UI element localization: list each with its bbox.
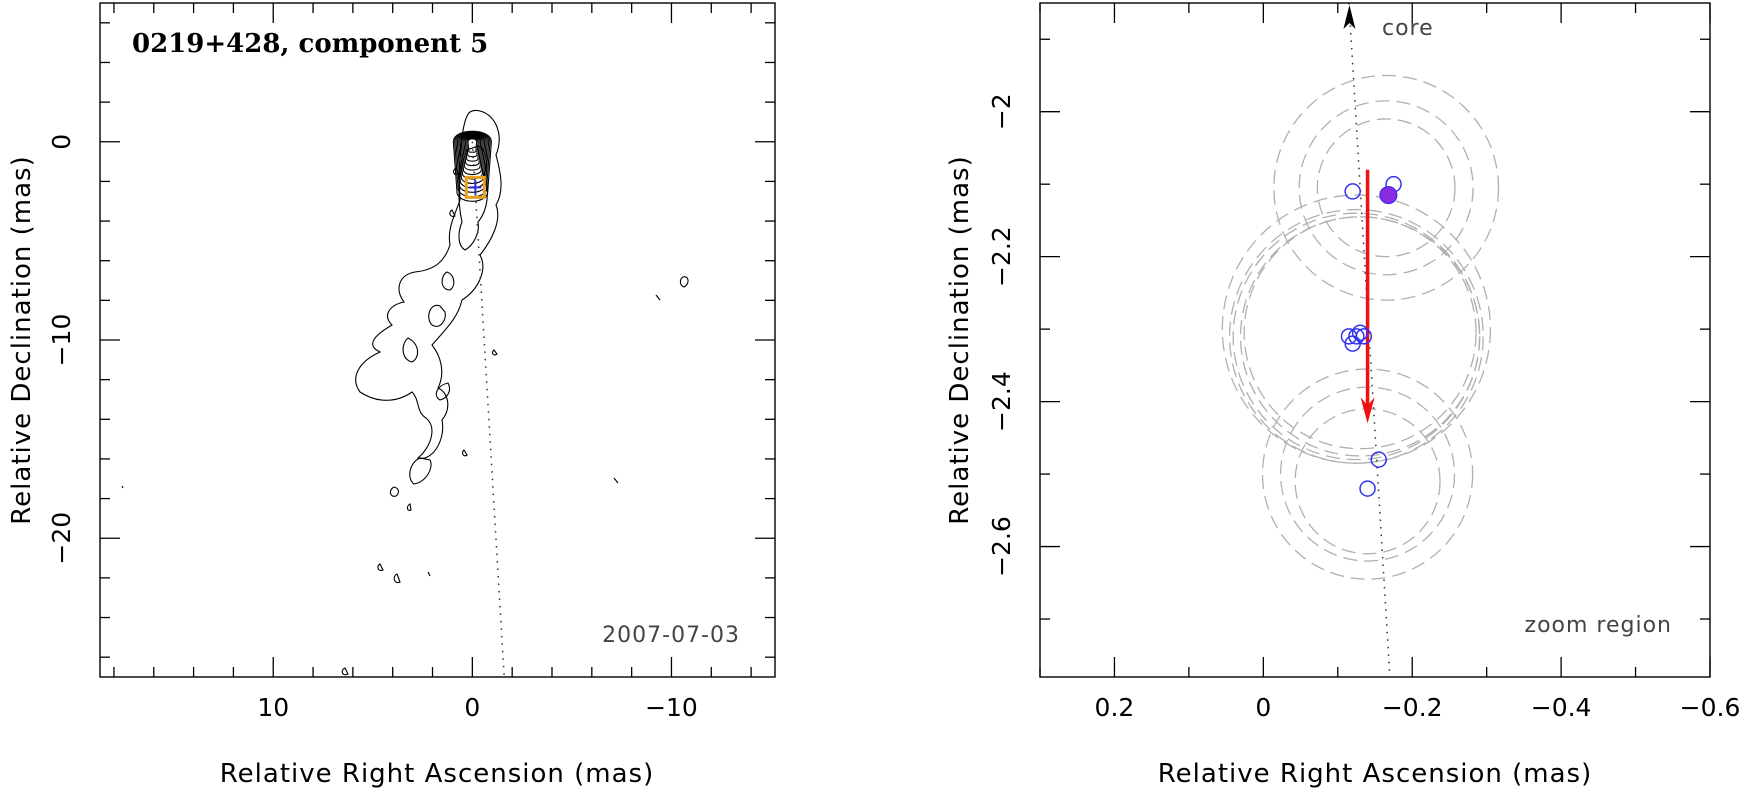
motion-vector-head bbox=[1360, 397, 1375, 424]
epoch-position-point bbox=[1355, 328, 1373, 345]
component-5-marker bbox=[464, 175, 486, 199]
zoom-plot-area bbox=[1221, 3, 1500, 677]
zoom-x-tick-label: −0.4 bbox=[1531, 693, 1592, 722]
highlighted-epoch-point bbox=[1379, 185, 1398, 205]
epoch-position-point bbox=[1370, 451, 1387, 468]
zoom-x-axis-label: Relative Right Ascension (mas) bbox=[1158, 759, 1592, 789]
zoom-y-tick-label: −2.2 bbox=[987, 226, 1016, 287]
contour-blob-17 bbox=[121, 485, 124, 489]
contour-x-axis-label: Relative Right Ascension (mas) bbox=[220, 759, 654, 789]
core-contours bbox=[452, 130, 492, 202]
zoom-jet-axis-line bbox=[1348, 3, 1391, 677]
contour-panel-frame bbox=[99, 2, 776, 678]
epoch-position-point bbox=[1348, 328, 1365, 345]
error-circles bbox=[1221, 74, 1500, 580]
core-contour-level bbox=[452, 130, 492, 202]
zoom-y-tick-label: −2 bbox=[987, 93, 1016, 130]
contour-blob-6 bbox=[389, 486, 399, 497]
contour-blob-19 bbox=[449, 209, 456, 217]
contour-blob-1 bbox=[428, 304, 446, 327]
core-contour-level bbox=[467, 138, 478, 153]
epoch-positions bbox=[1340, 175, 1402, 497]
error-circle bbox=[1239, 216, 1481, 457]
contour-blob-13 bbox=[679, 276, 689, 288]
error-circle bbox=[1298, 100, 1474, 276]
error-circle bbox=[1228, 208, 1484, 464]
x-tick-label: 0 bbox=[464, 693, 480, 722]
y-tick-label: −10 bbox=[47, 314, 76, 367]
component-box bbox=[464, 175, 486, 199]
motion-vector-arrow bbox=[1360, 169, 1375, 424]
contour-blob-9 bbox=[393, 573, 401, 584]
contour-blob-10 bbox=[427, 571, 431, 577]
core-contour-level bbox=[454, 131, 491, 198]
core-contour-level bbox=[464, 136, 480, 162]
contour-blob-3 bbox=[402, 337, 419, 363]
contour-panel-ticks: 10 0 −10 0 −10 −20 bbox=[47, 3, 775, 722]
zoom-x-tick-label: −0.6 bbox=[1680, 693, 1741, 722]
zoom-x-tick-label: 0.2 bbox=[1095, 693, 1135, 722]
core-direction-arrow bbox=[1343, 5, 1356, 29]
contour-blob-8 bbox=[377, 563, 384, 571]
jet-axis-line bbox=[471, 141, 505, 677]
zoom-panel: 0.2 0 −0.2 −0.4 −0.6 −2 −2.2 −2.4 −2.6 core zoom… bbox=[945, 2, 1740, 789]
error-circle bbox=[1243, 216, 1477, 450]
zoom-region-label: zoom region bbox=[1525, 613, 1672, 638]
epoch-position-point bbox=[1359, 480, 1376, 497]
core-contour-level bbox=[462, 135, 483, 171]
contour-panel-title: 0219+428, component 5 bbox=[132, 29, 488, 59]
epoch-position-point bbox=[1344, 183, 1361, 200]
contour-blob-7 bbox=[406, 503, 412, 511]
zoom-y-tick-label: −2.4 bbox=[987, 371, 1016, 432]
epoch-label: 2007-07-03 bbox=[602, 623, 740, 648]
contour-blob-16 bbox=[341, 667, 349, 676]
x-tick-label: 10 bbox=[257, 693, 289, 722]
contour-blob-2 bbox=[441, 271, 455, 291]
contour-y-axis-label: Relative Declination (mas) bbox=[7, 155, 37, 524]
contour-blob-12 bbox=[492, 349, 498, 356]
zoom-x-tick-label: −0.2 bbox=[1382, 693, 1443, 722]
contour-blob-15 bbox=[613, 477, 619, 484]
core-contour-level bbox=[466, 137, 479, 158]
zoom-x-tick-label: 0 bbox=[1255, 693, 1271, 722]
zoom-panel-ticks: 0.2 0 −0.2 −0.4 −0.6 −2 −2.2 −2.4 −2.6 bbox=[987, 3, 1740, 722]
core-contour-level bbox=[460, 134, 484, 176]
core-arrowhead bbox=[1343, 5, 1356, 29]
x-tick-label: −10 bbox=[645, 693, 698, 722]
contour-blob-4 bbox=[435, 382, 451, 401]
contour-plot-area bbox=[121, 109, 689, 677]
zoom-panel-frame bbox=[1039, 2, 1711, 678]
contour-outer-envelope bbox=[355, 109, 502, 459]
error-circle bbox=[1316, 118, 1456, 258]
zoom-y-tick-label: −2.6 bbox=[987, 516, 1016, 577]
y-tick-label: −20 bbox=[47, 512, 76, 565]
contour-blob-14 bbox=[655, 294, 661, 301]
error-circle bbox=[1273, 74, 1500, 301]
contour-blob-11 bbox=[462, 449, 468, 457]
epoch-position-point bbox=[1351, 324, 1369, 342]
core-label: core bbox=[1382, 16, 1434, 41]
core-contour-level bbox=[463, 136, 482, 167]
contour-blob-5 bbox=[409, 457, 432, 485]
y-tick-label: 0 bbox=[47, 134, 76, 150]
contour-panel: 10 0 −10 0 −10 −20 0219+428, component 5 2007… bbox=[7, 2, 776, 789]
zoom-y-axis-label: Relative Declination (mas) bbox=[945, 155, 975, 524]
